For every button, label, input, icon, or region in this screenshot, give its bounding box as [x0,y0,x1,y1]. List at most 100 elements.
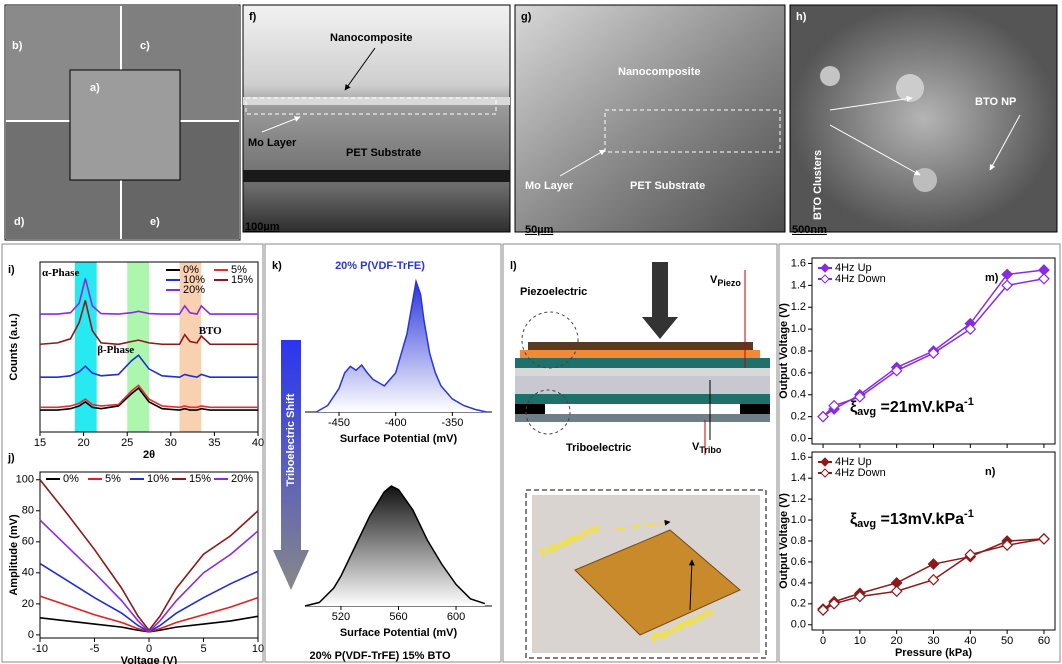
x-axis-label: Pressure (kPa) [895,647,972,659]
y-tick-label: 80 [22,505,34,517]
force-arrow [642,262,678,339]
marker [1039,534,1049,544]
annotation-part: =13mV.kPa [876,511,964,528]
panel-label: j) [7,452,15,464]
x-tick-label: 40 [964,635,976,647]
spacer [515,404,545,414]
layer [520,350,760,358]
panel-label: c) [140,40,150,52]
marker [1039,274,1049,284]
y-tick-label: 0.0 [791,432,806,444]
x-tick-label: -400 [385,417,407,429]
series-line [40,596,258,632]
panel-label: k) [272,260,282,272]
y-tick-label: 0.2 [791,411,806,423]
layer-label: Triboelectric [566,442,631,454]
x-tick-label: 600 [447,611,465,623]
x-tick-label: 560 [389,611,407,623]
x-tick-label: 0 [820,635,826,647]
legend-label: 15% [231,274,253,286]
y-axis-label: Output Voltage (V) [778,303,790,399]
marker [892,586,902,596]
marker [929,559,939,569]
v-sub: Piezo [717,278,741,288]
x-tick-label: 35 [208,437,220,449]
panel-label: e) [150,216,160,228]
y-tick-label: 0.2 [791,598,806,610]
panel-label: a) [90,82,100,94]
annotation: β-Phase [97,344,134,356]
x-tick-label: 15 [34,437,46,449]
figure: b) c) a) d) e) f) Nanocomposite Mo Layer… [0,0,1062,664]
annotation: ξavg =21mV.kPa-1 [850,396,974,418]
annotation: BTO [199,325,222,337]
x-axis-label: Surface Potential (mV) [340,433,458,445]
layer [243,170,510,182]
legend-label: 10% [147,473,169,485]
v-sub: Tribo [699,445,722,455]
sem-image [515,5,785,232]
panel-label: m) [985,272,999,284]
y-tick-label: 0.6 [791,367,806,379]
area [305,486,485,606]
y-tick-label: 1.0 [791,514,806,526]
panel-label: b) [12,40,23,52]
annotation: PET Substrate [346,147,421,159]
y-tick-label: 0.0 [791,619,806,631]
x-tick-label: 25 [121,437,133,449]
sem-image [790,5,1057,232]
y-tick-label: 0.4 [791,577,806,589]
panel-g: g) Nanocomposite Mo Layer PET Substrate … [515,5,785,236]
x-tick-label: -350 [441,417,463,429]
annotation: PET Substrate [630,180,705,192]
layer [515,394,770,404]
area [316,282,486,412]
x-tick-label: 20 [77,437,89,449]
marker [929,575,939,585]
x-tick-label: -450 [328,417,350,429]
scale-bar: 50µm [525,224,554,236]
x-tick-label: 60 [1038,635,1050,647]
y-tick-label: 1.6 [791,257,806,269]
y-tick-label: 20 [22,598,34,610]
panel-h: h) BTO Clusters BTO NP 500nm [790,5,1057,236]
y-tick-label: 1.0 [791,323,806,335]
legend-marker [821,469,829,477]
y-tick-label: 1.2 [791,493,806,505]
x-axis-label: 2θ [143,449,155,461]
x-axis-label: Voltage (V) [121,655,178,664]
plot-frame [40,472,258,638]
annotation: ξavg =13mV.kPa-1 [850,508,974,530]
legend-label: 4Hz Down [835,273,886,285]
annotation: Nanocomposite [330,32,413,44]
voltage-label: VTribo [692,441,722,455]
y-axis-label: Counts (a.u.) [8,313,20,381]
particle [820,66,840,86]
x-tick-label: 50 [1001,635,1013,647]
y-axis-label: Amplitude (mV) [8,514,20,596]
layer [515,414,770,422]
y-tick-label: 1.4 [791,472,806,484]
y-tick-label: 0.4 [791,389,806,401]
legend-label: 0% [63,473,79,485]
x-tick-label: -5 [90,643,100,655]
annotation: Nanocomposite [618,66,701,78]
panel-label: l) [510,260,517,272]
panel-l: l) Piezoelectric Triboelectric VPiezo VT… [510,260,770,658]
y-tick-label: 100 [16,474,34,486]
layer [515,368,770,376]
scale-bar: 100µm [245,221,280,233]
y-tick-label: 0.6 [791,556,806,568]
legend-marker [821,264,829,272]
y-tick-label: 1.6 [791,451,806,463]
panel-label: n) [985,466,996,478]
x-tick-label: 30 [927,635,939,647]
layer [515,358,770,368]
annotation-part: avg [857,406,876,418]
annotation: Triboelectric Shift [285,393,297,486]
annotation-part: avg [857,518,876,530]
y-tick-label: 1.2 [791,301,806,313]
panel-label: i) [8,264,15,276]
legend-label: 20% [183,284,205,296]
particle [913,168,937,192]
